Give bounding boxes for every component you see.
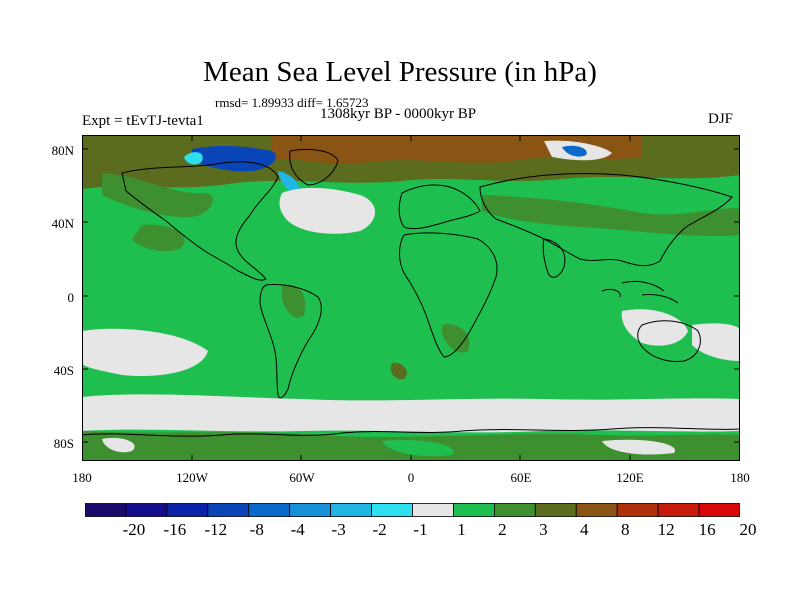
coastlines: [82, 148, 740, 437]
field-neg-baffin: [278, 171, 300, 195]
field-npac-patch: [132, 224, 185, 252]
coast-greenland: [289, 148, 339, 186]
field-npac-mid: [102, 173, 213, 218]
colorbar-label-7: -1: [413, 520, 428, 539]
field-neg-arctic: [192, 145, 276, 172]
field-satl-patch: [390, 362, 407, 380]
colorbar: [85, 503, 740, 517]
colorbar-box-12: [575, 503, 618, 517]
colorbar-label-14: 16: [698, 520, 716, 539]
lon-label-120w: 120W: [176, 470, 208, 485]
season-label: DJF: [708, 111, 734, 127]
experiment-label: Expt = tEvTJ-tevta1: [82, 113, 204, 129]
colorbar-box-13: [616, 503, 659, 517]
lon-label-60e: 60E: [510, 470, 532, 485]
colorbar-box-15: [698, 503, 740, 517]
colorbar-label-2: -12: [204, 520, 228, 539]
colorbar-label-12: 8: [620, 520, 630, 539]
lat-label-40n: 40N: [51, 216, 74, 231]
colorbar-box-14: [657, 503, 700, 517]
field-neutral-natl: [279, 187, 376, 234]
colorbar-label-1: -16: [163, 520, 187, 539]
lon-label-180w: 180: [72, 470, 92, 485]
colorbar-box-10: [493, 503, 536, 517]
map-ticks: [82, 135, 740, 461]
colorbar-box-11: [534, 503, 577, 517]
field-neutral-spac: [82, 328, 208, 376]
colorbar-label-3: -8: [249, 520, 264, 539]
pressure-map: [82, 135, 740, 461]
colorbar-box-8: [412, 503, 454, 517]
colorbar-box-9: [453, 503, 495, 517]
lat-label-80n: 80N: [51, 143, 74, 158]
field-neg-light: [184, 152, 203, 165]
colorbar-label-13: 12: [657, 520, 675, 539]
field-neg-siberia: [562, 145, 587, 157]
field-antarctic-patch1: [102, 437, 135, 453]
lat-label-40s: 40S: [53, 363, 74, 378]
field-neutral-tasman: [692, 323, 740, 361]
colorbar-box-2: [166, 503, 209, 517]
coast-africa: [399, 232, 498, 358]
colorbar-box-5: [289, 503, 332, 517]
lon-label-60w: 60W: [289, 470, 315, 485]
lon-label-0: 0: [407, 470, 415, 485]
field-antarctic-patch2: [382, 439, 454, 457]
colorbar-label-5: -3: [331, 520, 346, 539]
lon-label-120e: 120E: [616, 470, 644, 485]
colorbar-label-0: -20: [122, 520, 146, 539]
lon-label-180e: 180: [730, 470, 750, 485]
coast-antarctica: [82, 427, 740, 437]
colorbar-box-4: [248, 503, 291, 517]
field-safrica-mid: [442, 324, 470, 353]
colorbar-box-1: [125, 503, 168, 517]
lat-label-80s: 80S: [53, 436, 74, 451]
colorbar-label-11: 4: [580, 520, 589, 539]
colorbar-label-8: 1: [457, 520, 466, 539]
field-samerica-mid: [282, 284, 306, 318]
coast-australia: [637, 320, 701, 362]
colorbar-box-6: [330, 503, 372, 517]
colorbar-label-6: -2: [372, 520, 387, 539]
coast-asia: [479, 173, 733, 267]
field-antarctic-patch3: [602, 439, 676, 455]
colorbar-box-3: [207, 503, 250, 517]
coast-europe: [398, 184, 481, 230]
field-neutral-southern-ocean: [82, 394, 740, 433]
colorbar-label-9: 2: [498, 520, 507, 539]
colorbar-label-10: 3: [539, 520, 548, 539]
lat-label-0: 0: [67, 290, 75, 305]
colorbar-box-7: [371, 503, 413, 517]
coast-india: [542, 238, 566, 278]
stats-label: rmsd= 1.89933 diff= 1.65723: [215, 95, 369, 110]
colorbar-box-0: [85, 503, 127, 517]
colorbar-label-4: -4: [290, 520, 305, 539]
colorbar-label-15: 20: [739, 520, 757, 539]
field-eurasia-mid: [482, 195, 740, 237]
coast-south-america: [259, 284, 322, 399]
coast-north-america: [121, 161, 279, 281]
coast-maritime: [601, 280, 679, 304]
period-label: 1308kyr BP - 0000kyr BP: [320, 106, 477, 122]
page-title: Mean Sea Level Pressure (in hPa): [203, 56, 597, 88]
